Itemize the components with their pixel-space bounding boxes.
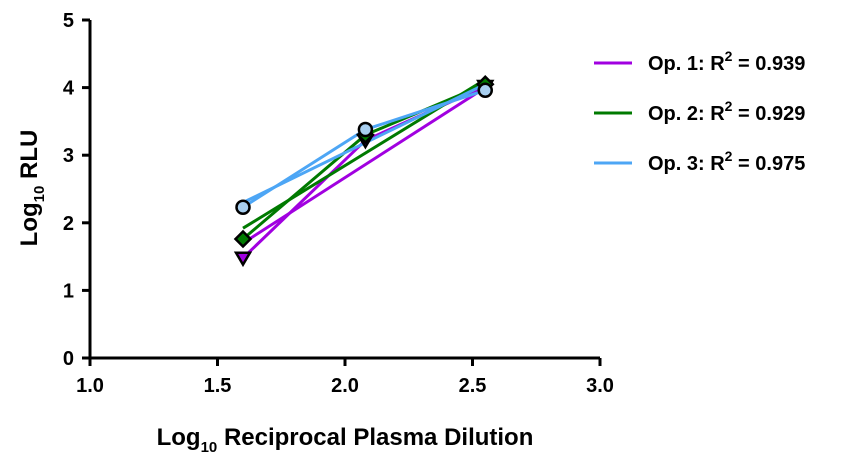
- legend: Op. 1: R2 = 0.939 Op. 2: R2 = 0.929 Op. 3:…: [594, 48, 805, 175]
- x-tick-label: 2.5: [459, 375, 487, 397]
- series-1: [241, 84, 487, 260]
- x-title-rest: Reciprocal Plasma Dilution: [217, 424, 533, 451]
- data-point-circle: [235, 199, 251, 216]
- y-tick-label: 3: [63, 145, 74, 167]
- y-ticks: 0 1 2 3 4 5: [63, 10, 90, 370]
- y-title-base: Log: [16, 202, 43, 246]
- x-tick-label: 1.5: [204, 375, 232, 397]
- legend-item: Op. 2: R2 = 0.929: [594, 98, 805, 125]
- data-point-circle: [477, 82, 493, 99]
- data-point-triangle: [233, 251, 253, 268]
- x-tick-label: 1.0: [76, 375, 104, 397]
- data-point-circle: [357, 121, 374, 138]
- y-axis-title: Log10 RLU: [16, 130, 48, 247]
- data-point-diamond: [233, 229, 253, 249]
- y-tick-label: 0: [63, 348, 74, 370]
- series-layer: [233, 74, 495, 268]
- fit-line: [242, 86, 487, 245]
- x-title-base: Log: [157, 424, 201, 451]
- x-ticks: 1.0 1.5 2.0 2.5 3.0: [76, 358, 614, 397]
- y-tick-label: 1: [63, 280, 74, 302]
- y-tick-label: 4: [63, 78, 75, 100]
- legend-item: Op. 3: R2 = 0.975: [594, 148, 805, 175]
- x-title-sub: 10: [201, 439, 218, 453]
- y-tick-label: 2: [63, 213, 74, 235]
- x-tick-label: 3.0: [586, 375, 614, 397]
- series-line: [242, 88, 486, 209]
- legend-label: Op. 2: R2 = 0.929: [648, 98, 805, 125]
- series-3-markers: [235, 82, 493, 216]
- y-title-sub: 10: [31, 186, 48, 203]
- x-axis-title: Log10 Reciprocal Plasma Dilution: [157, 424, 534, 453]
- y-title-rest: RLU: [16, 130, 43, 186]
- series-line: [242, 82, 486, 241]
- x-tick-label: 2.0: [331, 375, 359, 397]
- legend-label: Op. 3: R2 = 0.975: [648, 148, 805, 175]
- axes: [88, 20, 600, 360]
- legend-label: Op. 1: R2 = 0.939: [648, 48, 805, 75]
- y-tick-label: 5: [63, 10, 74, 32]
- series-2-markers: [233, 74, 495, 249]
- legend-item: Op. 1: R2 = 0.939: [594, 48, 805, 75]
